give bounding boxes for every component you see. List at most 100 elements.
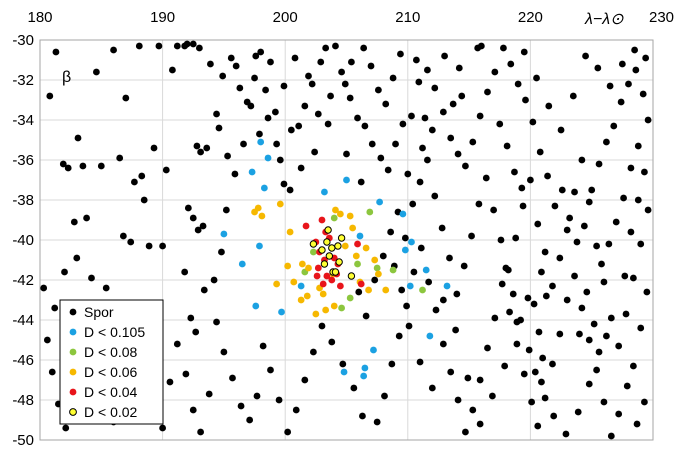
legend: Spor D < 0.105 D < 0.08 D < 0.06 D < 0.04 D <…: [59, 299, 164, 425]
data-point: [237, 402, 245, 410]
data-point: [309, 248, 317, 256]
data-point: [556, 330, 564, 338]
y-tick-label: -32: [12, 72, 34, 89]
data-point: [482, 174, 490, 182]
y-tick-label: -40: [12, 232, 34, 249]
series-2: [301, 208, 426, 312]
data-point: [290, 278, 298, 286]
data-point: [629, 274, 637, 282]
data-point: [189, 40, 197, 48]
legend-marker: [69, 348, 77, 356]
data-point: [305, 72, 312, 80]
data-point: [219, 72, 227, 80]
data-point: [621, 272, 629, 280]
y-tick-label: -34: [12, 112, 34, 129]
data-point: [159, 242, 167, 250]
data-point: [535, 328, 543, 336]
data-point: [377, 154, 385, 162]
data-point: [447, 368, 455, 376]
data-point: [462, 428, 469, 436]
data-point: [623, 382, 631, 390]
data-point: [569, 92, 577, 100]
data-point: [376, 198, 384, 206]
data-point: [257, 48, 265, 56]
data-point: [641, 398, 648, 406]
data-point: [502, 264, 510, 272]
data-point: [625, 80, 632, 88]
data-point: [43, 336, 51, 344]
data-point: [259, 342, 267, 350]
data-point: [580, 222, 588, 230]
data-point: [446, 254, 453, 262]
data-point: [311, 148, 319, 156]
data-point: [541, 248, 549, 256]
data-point: [525, 346, 533, 354]
data-point: [558, 186, 566, 194]
data-point: [514, 80, 522, 88]
data-point: [264, 154, 272, 162]
data-point: [399, 210, 407, 218]
data-point: [641, 168, 648, 176]
data-point: [439, 340, 447, 348]
data-point: [309, 240, 318, 248]
data-point: [600, 398, 608, 406]
data-point: [578, 156, 586, 164]
data-point: [159, 424, 167, 432]
data-point: [335, 258, 343, 266]
data-point: [284, 428, 292, 436]
data-point: [556, 254, 564, 262]
data-point: [382, 286, 390, 294]
data-point: [343, 176, 350, 184]
data-point: [406, 282, 414, 290]
data-point: [639, 90, 647, 98]
legend-marker: [69, 408, 77, 416]
data-point: [401, 246, 409, 254]
data-point: [305, 264, 312, 272]
data-point: [236, 84, 244, 92]
data-point: [533, 74, 540, 82]
data-point: [582, 52, 589, 60]
data-point: [379, 252, 387, 260]
data-point: [610, 122, 618, 130]
data-point: [488, 392, 496, 400]
data-point: [74, 134, 82, 142]
data-point: [116, 154, 124, 162]
data-point: [248, 168, 256, 176]
data-point: [404, 170, 412, 178]
data-point: [303, 292, 311, 300]
data-point: [469, 138, 477, 146]
data-point: [323, 238, 331, 246]
data-point: [341, 242, 349, 250]
data-point: [361, 364, 369, 372]
data-point: [325, 252, 334, 260]
data-point: [412, 56, 420, 64]
data-point: [550, 412, 558, 420]
data-point: [374, 270, 382, 278]
data-point: [341, 80, 349, 88]
data-point: [507, 60, 515, 68]
data-points: [40, 40, 652, 440]
data-point: [200, 286, 208, 294]
legend-label: D < 0.04: [84, 384, 138, 400]
data-point: [357, 178, 365, 186]
data-point: [276, 156, 284, 164]
data-point: [331, 268, 340, 276]
series-5: [309, 226, 356, 280]
data-point: [531, 368, 539, 376]
data-point: [381, 392, 388, 400]
data-point: [574, 408, 582, 416]
data-point: [350, 384, 358, 392]
data-point: [431, 84, 439, 92]
legend-marker: [69, 328, 77, 336]
data-point: [421, 114, 429, 122]
data-point: [262, 86, 269, 94]
series-1: [220, 138, 451, 380]
data-point: [534, 422, 542, 430]
data-point: [251, 74, 258, 82]
data-point: [397, 50, 404, 58]
data-point: [324, 120, 332, 128]
data-point: [346, 94, 354, 102]
data-point: [460, 262, 468, 270]
data-point: [276, 200, 284, 208]
x-tick-label: 220: [518, 9, 543, 26]
